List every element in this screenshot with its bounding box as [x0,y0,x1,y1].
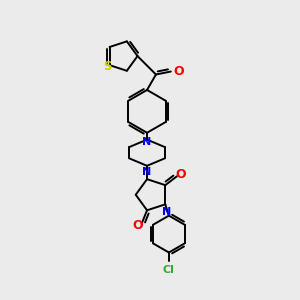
Text: O: O [173,65,184,78]
Text: S: S [103,60,111,73]
Text: O: O [133,219,143,232]
Text: O: O [175,168,186,181]
Text: N: N [162,207,171,217]
Text: Cl: Cl [163,265,175,275]
Text: N: N [142,137,152,147]
Text: N: N [142,167,152,177]
